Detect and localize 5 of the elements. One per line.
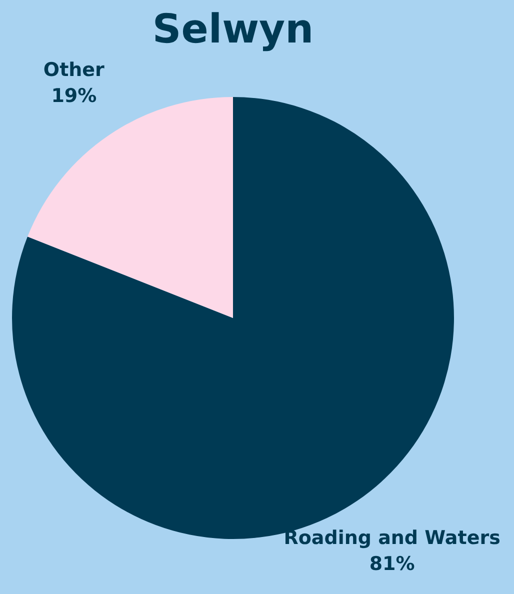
slice-label: Roading and Waters xyxy=(284,527,500,549)
chart-title: Selwyn xyxy=(152,6,314,52)
data-label: 19% xyxy=(51,84,97,107)
data-label: 81% xyxy=(369,553,415,575)
slice-label: Other xyxy=(43,58,106,81)
